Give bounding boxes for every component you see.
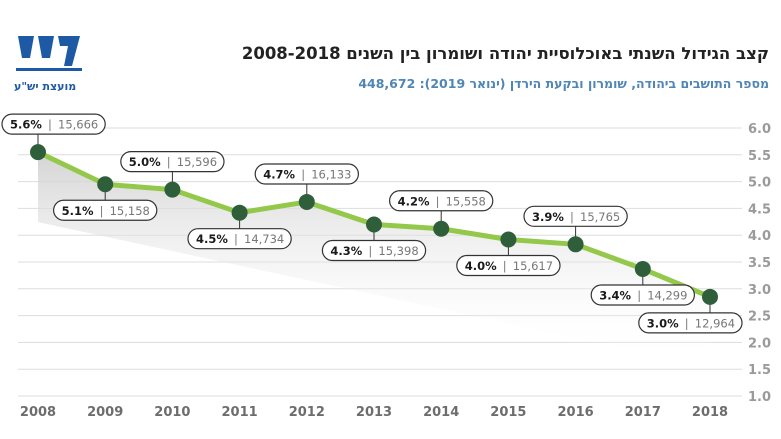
data-label-box [523,205,628,227]
data-label-box [1,113,106,135]
logo-caption: מועצת יש"ע [14,80,77,93]
y-tick-label: 6.0 [748,122,771,137]
y-tick-label: 5.0 [748,176,771,191]
data-point [30,144,46,161]
y-tick-label: 2.5 [748,310,771,325]
data-label-count: 15,558 [446,194,486,208]
data-label-count: 15,765 [580,210,620,224]
data-label-separator: | [436,194,440,208]
data-label-separator: | [637,288,641,302]
data-label-count: 14,734 [244,232,284,246]
data-label-count: 15,666 [58,118,98,132]
data-label-separator: | [48,118,52,132]
y-tick-label: 1.5 [748,363,771,378]
data-label-separator: | [503,259,507,273]
data-point [567,236,584,253]
data-label-separator: | [100,204,104,218]
data-label-count: 15,158 [110,204,150,218]
logo-mark-icon [16,36,82,71]
chart-title: קצב הגידול השנתי באוכלוסיית יהודה ושומרו… [241,44,769,63]
data-label-count: 12,964 [695,316,735,330]
x-tick-label: 2017 [625,405,661,420]
yesha-council-logo: מועצת יש"ע [8,28,98,98]
data-point [634,260,651,277]
y-tick-label: 3.0 [748,283,771,298]
x-tick-label: 2018 [692,405,728,420]
y-tick-label: 1.0 [748,390,771,405]
data-label-count: 14,299 [647,288,687,302]
x-tick-label: 2013 [356,405,392,420]
data-label-box [321,239,427,262]
x-tick-label: 2012 [289,405,325,420]
data-label-percent: 5.6% [10,118,42,132]
x-tick-label: 2015 [490,405,526,420]
x-tick-label: 2011 [222,405,258,420]
data-label-count: 16,133 [311,167,351,181]
data-label-separator: | [167,155,171,169]
data-label-percent: 4.2% [398,194,430,208]
data-label-percent: 4.0% [465,259,497,273]
data-label-percent: 3.9% [532,210,564,224]
data-label-box [52,199,158,221]
data-point [366,216,382,233]
data-point [433,220,450,237]
data-label-percent: 5.0% [129,155,161,169]
data-point [500,231,517,248]
data-label-box [187,228,292,250]
x-tick-label: 2009 [87,405,123,420]
data-point [164,181,181,198]
x-tick-label: 2010 [154,405,190,420]
x-tick-label: 2014 [423,405,459,420]
data-point [97,176,114,193]
data-label-box [389,190,494,212]
data-label-box [590,284,696,306]
data-point [298,193,315,210]
y-tick-label: 4.5 [748,202,771,217]
data-label-box [120,151,225,173]
y-tick-label: 2.0 [748,336,771,351]
data-label-percent: 4.7% [263,167,295,181]
data-label-percent: 4.3% [330,244,362,258]
data-point [702,288,718,305]
data-label-separator: | [570,210,574,224]
data-label-count: 15,398 [378,244,418,258]
x-tick-label: 2008 [20,405,56,420]
data-label-percent: 3.0% [647,316,679,330]
data-point [231,204,248,221]
data-label-separator: | [368,244,372,258]
y-tick-label: 3.5 [748,256,771,271]
y-tick-label: 4.0 [748,229,771,244]
y-tick-label: 5.5 [748,149,771,164]
data-label-percent: 4.5% [196,232,228,246]
data-label-count: 15,617 [513,259,553,273]
chart-subtitle: מספר התושבים ביהודה, שומרון ובקעת הירדן … [358,76,769,91]
data-label-box [638,312,743,334]
data-label-separator: | [234,232,238,246]
data-label-percent: 3.4% [599,288,631,302]
data-label-percent: 5.1% [62,204,94,218]
data-label-box [456,254,561,277]
data-label-separator: | [301,167,305,181]
data-label-box [254,163,359,185]
x-tick-label: 2016 [558,405,594,420]
data-label-count: 15,596 [177,155,217,169]
data-label-separator: | [685,316,689,330]
